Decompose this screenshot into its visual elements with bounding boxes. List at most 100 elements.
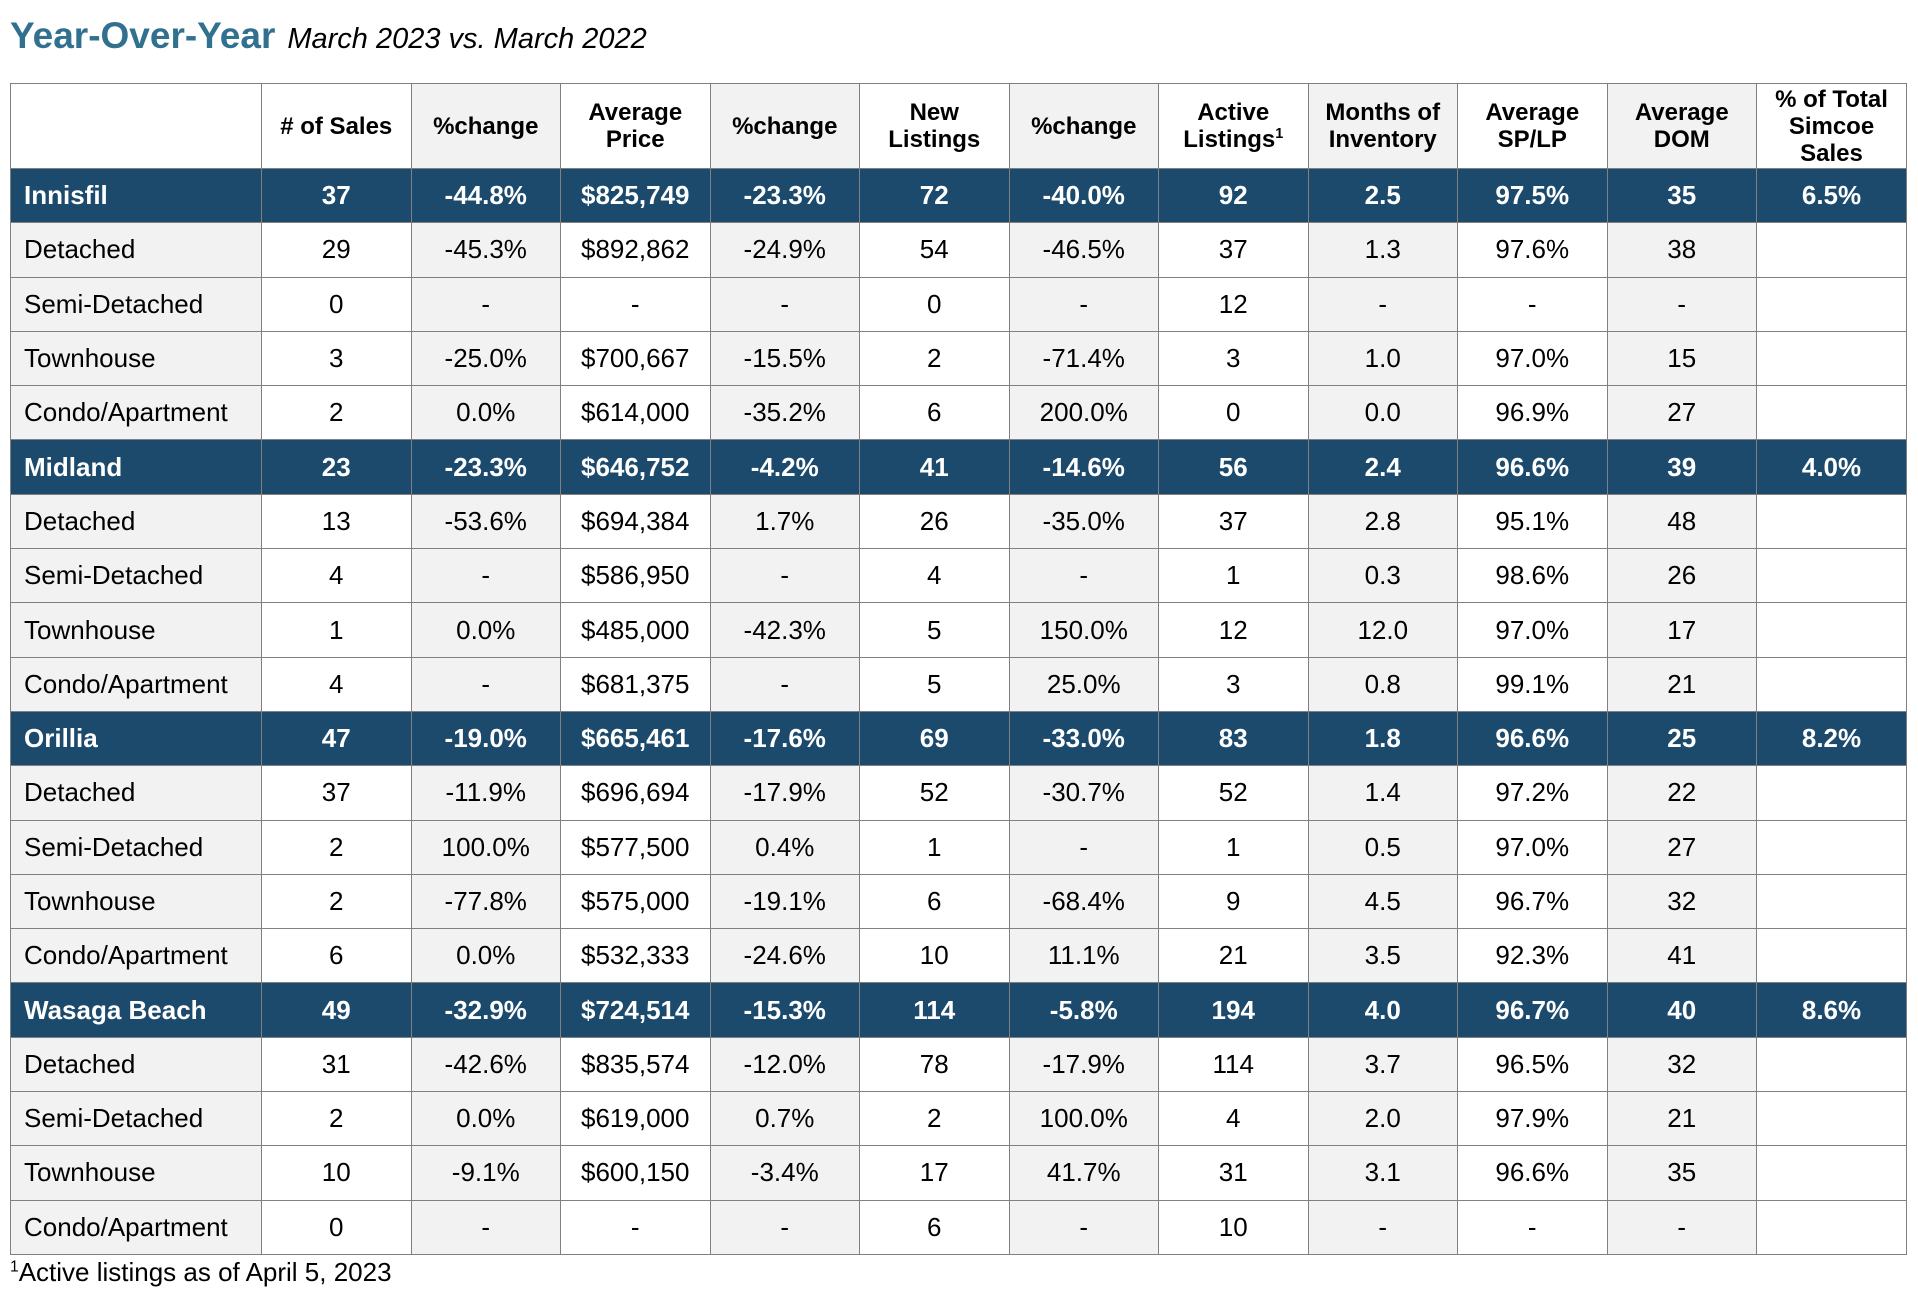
cell-sales: 37 — [261, 765, 412, 821]
cell-sales: 2 — [261, 873, 412, 930]
property-type-row: Detached 13 -53.6% $694,384 1.7% 26 -35.0% 37 2.… — [10, 493, 1907, 550]
cell-new-listings: 78 — [859, 1036, 1010, 1093]
property-type-row: Townhouse 1 0.0% $485,000 -42.3% 5 150.0% 12 12.… — [10, 602, 1907, 658]
property-type-row: Semi-Detached 2 0.0% $619,000 0.7% 2 100.0% 4 2.… — [10, 1091, 1907, 1147]
cell-avg-price-change: -19.1% — [709, 873, 860, 930]
cell-avg-price: - — [560, 1199, 711, 1255]
property-type-row: Townhouse 3 -25.0% $700,667 -15.5% 2 -71.4% 3 1.… — [10, 330, 1907, 387]
cell-avg-price-change: -3.4% — [709, 1145, 860, 1201]
cell-pct-of-total-sales — [1756, 1199, 1907, 1255]
cell-pct-of-total-sales — [1756, 928, 1907, 984]
cell-months-of-inventory: 2.4 — [1307, 439, 1458, 495]
cell-avg-dom: 41 — [1606, 928, 1757, 984]
cell-active-listings: 194 — [1158, 982, 1309, 1038]
cell-new-listings-change: 200.0% — [1008, 385, 1159, 441]
cell-new-listings: 26 — [859, 493, 1010, 550]
cell-avg-dom: - — [1606, 276, 1757, 332]
cell-active-listings: 1 — [1158, 819, 1309, 875]
cell-sales: 29 — [261, 222, 412, 278]
cell-avg-dom: 35 — [1606, 1145, 1757, 1201]
property-type-label: Condo/Apartment — [10, 1199, 262, 1255]
column-header-line: Active — [1197, 99, 1270, 126]
cell-new-listings: 6 — [859, 1199, 1010, 1255]
cell-sales: 47 — [261, 710, 412, 767]
cell-new-listings: 6 — [859, 873, 1010, 930]
cell-avg-price-change: -4.2% — [709, 439, 860, 495]
cell-new-listings: 6 — [859, 385, 1010, 441]
cell-sales-change: -23.3% — [410, 439, 561, 495]
cell-pct-of-total-sales — [1756, 222, 1907, 278]
cell-new-listings-change: - — [1008, 276, 1159, 332]
cell-new-listings-change: - — [1008, 548, 1159, 604]
cell-sales: 2 — [261, 385, 412, 441]
column-header-line: Listings — [888, 126, 981, 153]
cell-avg-dom: 48 — [1606, 493, 1757, 550]
column-header-line: Price — [605, 126, 665, 153]
cell-sales: 23 — [261, 439, 412, 495]
cell-sales: 2 — [261, 1091, 412, 1147]
column-header-line: # of Sales — [280, 112, 393, 140]
column-header-line: Months of — [1325, 99, 1441, 126]
cell-pct-of-total-sales — [1756, 1145, 1907, 1201]
region-name: Innisfil — [10, 167, 262, 224]
cell-avg-price-change: - — [709, 1199, 860, 1255]
cell-pct-of-total-sales — [1756, 656, 1907, 712]
cell-avg-price: $619,000 — [560, 1091, 711, 1147]
cell-months-of-inventory: 1.4 — [1307, 765, 1458, 821]
cell-avg-dom: 21 — [1606, 1091, 1757, 1147]
cell-sales: 2 — [261, 819, 412, 875]
cell-months-of-inventory: 0.8 — [1307, 656, 1458, 712]
cell-active-listings: 37 — [1158, 493, 1309, 550]
cell-active-listings: 52 — [1158, 765, 1309, 821]
cell-sales-change: -44.8% — [410, 167, 561, 224]
cell-sales-change: -53.6% — [410, 493, 561, 550]
cell-pct-of-total-sales — [1756, 765, 1907, 821]
property-type-label: Detached — [10, 493, 262, 550]
cell-avg-dom: 32 — [1606, 873, 1757, 930]
cell-avg-dom: 25 — [1606, 710, 1757, 767]
cell-avg-dom: 22 — [1606, 765, 1757, 821]
cell-avg-price-change: - — [709, 548, 860, 604]
cell-new-listings-change: -5.8% — [1008, 982, 1159, 1038]
column-header-line: Sales — [1800, 139, 1863, 167]
cell-sales-change: 0.0% — [410, 928, 561, 984]
cell-avg-dom: 32 — [1606, 1036, 1757, 1093]
cell-active-listings: 1 — [1158, 548, 1309, 604]
cell-avg-price-change: 0.4% — [709, 819, 860, 875]
cell-avg-sp-lp: 97.0% — [1457, 819, 1608, 875]
region-row: Innisfil 37 -44.8% $825,749 -23.3% 72 -40.0% 92… — [10, 167, 1907, 224]
cell-avg-price: $694,384 — [560, 493, 711, 550]
cell-avg-price-change: -15.3% — [709, 982, 860, 1038]
column-header-line: %change — [433, 112, 539, 140]
column-header-line: % of Total — [1775, 85, 1888, 113]
cell-pct-of-total-sales — [1756, 819, 1907, 875]
cell-new-listings: 10 — [859, 928, 1010, 984]
cell-sales: 0 — [261, 1199, 412, 1255]
cell-sales: 1 — [261, 602, 412, 658]
cell-avg-price: $586,950 — [560, 548, 711, 604]
cell-avg-sp-lp: 96.9% — [1457, 385, 1608, 441]
cell-sales-change: - — [410, 276, 561, 332]
cell-months-of-inventory: 0.5 — [1307, 819, 1458, 875]
cell-sales-change: -25.0% — [410, 330, 561, 387]
property-type-row: Semi-Detached 4- $586,950-4-1 0.3 98.6% 26 — [10, 548, 1907, 604]
property-type-row: Condo/Apartment 4- $681,375-5 25.0% 3 0.8 99.1… — [10, 656, 1907, 712]
cell-active-listings: 10 — [1158, 1199, 1309, 1255]
cell-sales-change: -11.9% — [410, 765, 561, 821]
cell-pct-of-total-sales: 8.6% — [1756, 982, 1907, 1038]
cell-pct-of-total-sales: 4.0% — [1756, 439, 1907, 495]
cell-avg-price-change: - — [709, 656, 860, 712]
cell-avg-price-change: -23.3% — [709, 167, 860, 224]
cell-avg-sp-lp: 97.5% — [1457, 167, 1608, 224]
cell-sales: 13 — [261, 493, 412, 550]
cell-new-listings-change: 100.0% — [1008, 1091, 1159, 1147]
column-header-pct-of-total-sales: % of Total Simcoe Sales — [1756, 83, 1907, 169]
cell-new-listings-change: -17.9% — [1008, 1036, 1159, 1093]
cell-new-listings-change: 25.0% — [1008, 656, 1159, 712]
cell-sales-change: - — [410, 1199, 561, 1255]
cell-avg-sp-lp: - — [1457, 1199, 1608, 1255]
cell-avg-sp-lp: 97.0% — [1457, 602, 1608, 658]
cell-sales-change: 100.0% — [410, 819, 561, 875]
cell-avg-dom: 26 — [1606, 548, 1757, 604]
column-header-avg-price-change: %change — [709, 83, 860, 169]
